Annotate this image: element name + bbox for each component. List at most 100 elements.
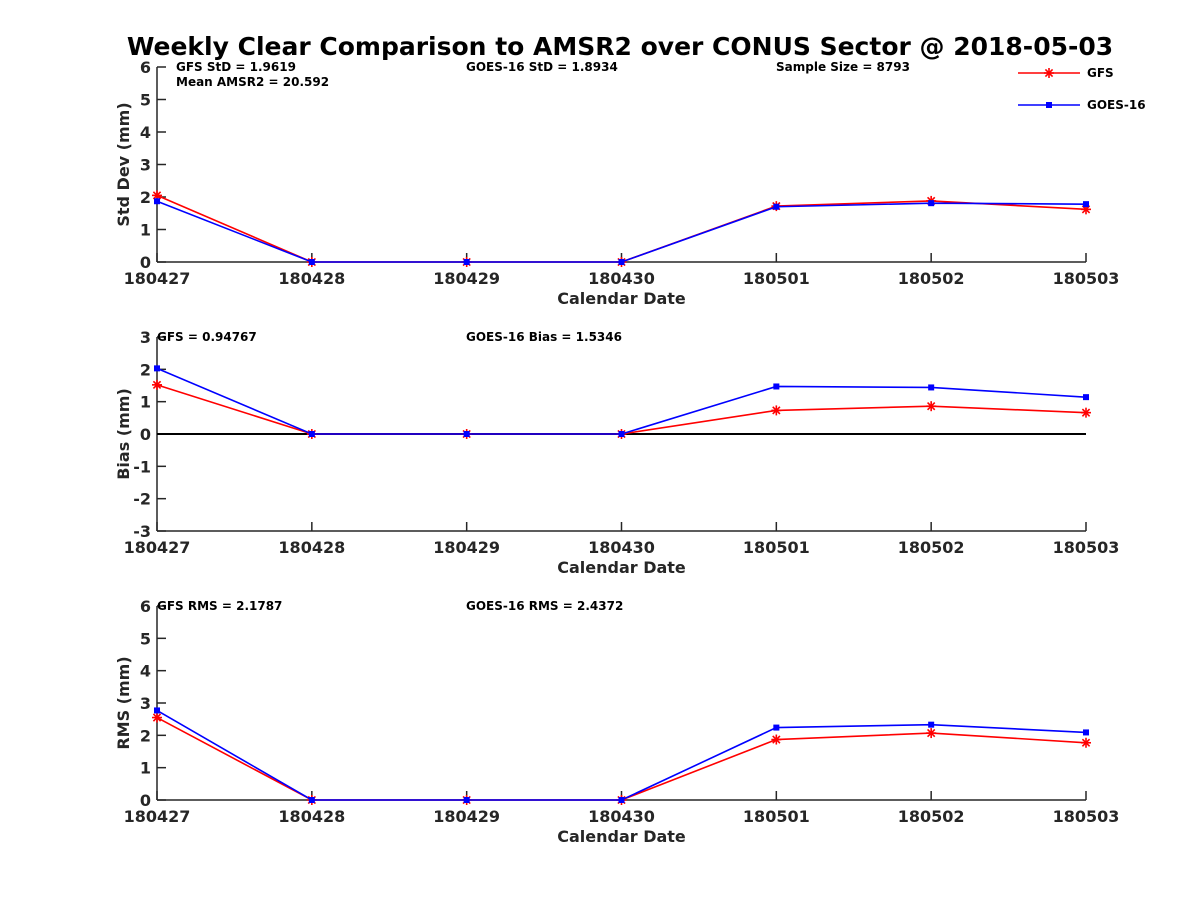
goes-16-marker	[1046, 102, 1052, 108]
goes-16-marker	[1083, 201, 1089, 208]
legend-gfs-label: GFS	[1087, 66, 1114, 80]
gfs-annotation: GFS = 0.94767	[157, 330, 257, 344]
goes-16-marker	[463, 797, 470, 803]
gfs-series-line	[156, 716, 1087, 801]
y-tick-label: 4	[140, 123, 151, 142]
x-tick-label: 180429	[433, 807, 500, 826]
goes-16-marker	[154, 707, 160, 714]
x-tick-label: 180428	[278, 538, 345, 557]
y-tick-label: 3	[140, 694, 151, 713]
goes-16-marker	[618, 797, 625, 803]
goes-std-annotation: GOES-16 StD = 1.8934	[466, 60, 618, 74]
goes-annotation: GOES-16 Bias = 1.5346	[466, 330, 622, 344]
gfs-marker	[926, 401, 937, 412]
x-tick-label: 180430	[588, 538, 655, 557]
y-tick-label: -2	[133, 490, 151, 509]
x-tick-label: 180427	[124, 807, 191, 826]
goes-16-marker	[463, 259, 470, 265]
x-tick-label: 180427	[124, 269, 191, 288]
goes-16-series-line	[156, 709, 1087, 801]
goes-16-marker	[773, 383, 780, 390]
legend: GFS GOES-16	[1018, 66, 1146, 112]
gfs-marker	[926, 728, 937, 739]
goes-16-marker	[308, 797, 315, 803]
goes-16-series-line	[156, 200, 1087, 263]
x-axis-label: Calendar Date	[557, 827, 686, 846]
gfs-marker	[152, 712, 162, 723]
y-tick-label: 6	[140, 597, 151, 616]
goes-16-marker	[308, 431, 315, 437]
goes-16-marker	[463, 431, 470, 437]
x-tick-label: 180502	[898, 538, 965, 557]
goes-16-marker	[773, 724, 780, 731]
x-tick-label: 180429	[433, 269, 500, 288]
goes-16-marker	[928, 384, 935, 391]
x-tick-label: 180429	[433, 538, 500, 557]
x-axis-label: Calendar Date	[557, 558, 686, 577]
gfs-marker	[1081, 407, 1091, 418]
y-tick-label: 2	[140, 726, 151, 745]
x-tick-label: 180501	[743, 538, 810, 557]
gfs-marker	[1081, 737, 1091, 748]
mean-amsr2-annotation: Mean AMSR2 = 20.592	[176, 75, 329, 89]
goes-annotation: GOES-16 RMS = 2.4372	[466, 599, 623, 613]
y-tick-label: -1	[133, 457, 151, 476]
y-tick-label: 1	[140, 221, 151, 240]
x-tick-label: 180428	[278, 269, 345, 288]
x-axis-label: Calendar Date	[557, 289, 686, 308]
x-tick-label: 180502	[898, 807, 965, 826]
std-dev-panel: 0 1 2 3 4 5 6 180427 180428 180429 180430 180501 180…	[114, 58, 1119, 308]
y-tick-label: 1	[140, 393, 151, 412]
gfs-marker	[771, 405, 782, 416]
y-tick-label: 3	[140, 156, 151, 175]
x-tick-label: 180503	[1053, 269, 1120, 288]
y-tick-label: 0	[140, 253, 151, 272]
y-tick-label: 5	[140, 91, 151, 110]
gfs-marker	[771, 734, 782, 745]
chart-title: Weekly Clear Comparison to AMSR2 over CO…	[127, 32, 1113, 61]
x-tick-label: 180430	[588, 807, 655, 826]
gfs-marker	[1044, 68, 1054, 78]
y-tick-label: 5	[140, 629, 151, 648]
goes-16-marker	[773, 203, 780, 210]
y-tick-label: 3	[140, 328, 151, 347]
goes-16-marker	[154, 365, 160, 372]
gfs-annotation: GFS RMS = 2.1787	[157, 599, 282, 613]
x-tick-label: 180428	[278, 807, 345, 826]
sample-size-annotation: Sample Size = 8793	[776, 60, 910, 74]
y-tick-label: 6	[140, 58, 151, 77]
goes-16-marker	[928, 721, 935, 728]
gfs-marker	[152, 379, 162, 390]
gfs-series-line	[156, 194, 1087, 263]
goes-16-marker	[928, 200, 935, 207]
rms-panel: 0 1 2 3 4 5 6 180427 180428 180429 180430 180501 180…	[114, 597, 1119, 846]
legend-goes-16-label: GOES-16	[1087, 98, 1146, 112]
y-axis-label: RMS (mm)	[114, 656, 133, 749]
x-tick-label: 180430	[588, 269, 655, 288]
y-tick-label: 4	[140, 662, 151, 681]
y-axis-label: Bias (mm)	[114, 388, 133, 480]
goes-16-marker	[618, 431, 625, 437]
x-tick-label: 180427	[124, 538, 191, 557]
x-tick-label: 180501	[743, 269, 810, 288]
goes-16-marker	[618, 259, 625, 265]
y-tick-label: -3	[133, 522, 151, 541]
goes-16-marker	[154, 198, 160, 205]
gfs-std-annotation: GFS StD = 1.9619	[176, 60, 296, 74]
x-tick-label: 180501	[743, 807, 810, 826]
goes-16-marker	[1083, 729, 1089, 736]
y-tick-label: 0	[140, 425, 151, 444]
y-tick-label: 2	[140, 360, 151, 379]
bias-panel: -3 -2 -1 0 1 2 3 180427 180428 180429 180430 180501…	[114, 328, 1119, 577]
y-tick-label: 1	[140, 759, 151, 778]
goes-16-marker	[308, 259, 315, 265]
goes-16-series-line	[156, 367, 1087, 435]
y-tick-label: 2	[140, 188, 151, 207]
x-tick-label: 180503	[1053, 807, 1120, 826]
x-tick-label: 180502	[898, 269, 965, 288]
y-axis-label: Std Dev (mm)	[114, 102, 133, 226]
x-tick-label: 180503	[1053, 538, 1120, 557]
goes-16-marker	[1083, 394, 1089, 401]
y-tick-label: 0	[140, 791, 151, 810]
